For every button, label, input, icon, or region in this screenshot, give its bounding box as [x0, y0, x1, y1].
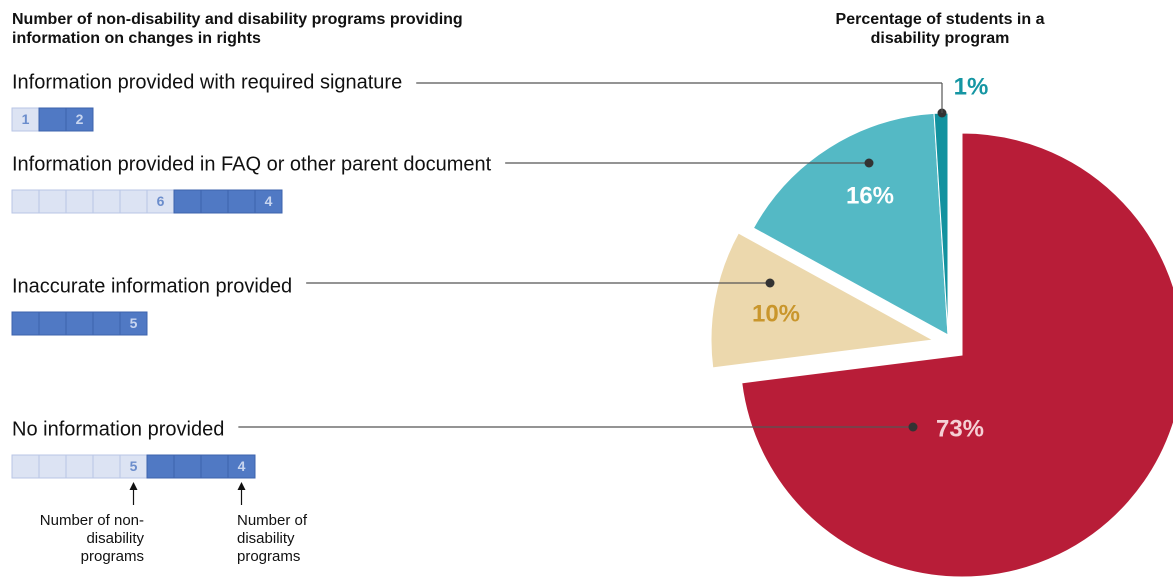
pie-slice [710, 232, 935, 369]
category-label: No information provided [12, 418, 224, 440]
unit-segment: 2 [38, 107, 94, 132]
data-label: 4 [265, 193, 273, 209]
unit-cell [65, 189, 94, 214]
category-label: Information provided in FAQ or other par… [12, 153, 492, 175]
legend-arrow-head [237, 482, 246, 490]
data-label: 4 [238, 458, 246, 474]
unit-cell [227, 454, 256, 479]
unit-cell [227, 189, 256, 214]
chart-title: Number of non-disability and disability … [12, 11, 463, 47]
data-label: 73% [936, 415, 984, 442]
unit-cell [11, 454, 40, 479]
unit-cell [119, 189, 148, 214]
unit-cell [38, 311, 67, 336]
unit-segment: 6 [11, 189, 175, 214]
data-label: 5 [130, 458, 138, 474]
unit-cell [92, 311, 121, 336]
category-label: Information provided with required signa… [12, 71, 402, 93]
unit-cell [38, 107, 67, 132]
unit-cell [38, 454, 67, 479]
data-label: 6 [157, 193, 165, 209]
leader-dot [765, 278, 775, 288]
unit-cell [65, 107, 94, 132]
data-label: 1% [954, 73, 989, 100]
chart-title: Percentage of students in a disability p… [835, 11, 1045, 47]
unit-segment: 5 [11, 311, 148, 336]
category-label: Inaccurate information provided [12, 275, 292, 297]
unit-cell [92, 189, 121, 214]
unit-segment: 4 [146, 454, 256, 479]
unit-cell [92, 454, 121, 479]
unit-cell [11, 189, 40, 214]
unit-segment: 5 [11, 454, 148, 479]
pie-slice [741, 132, 1173, 577]
data-label: 10% [752, 300, 800, 327]
data-label: 1 [22, 111, 30, 127]
unit-cell [200, 189, 229, 214]
pie-slice [752, 112, 949, 336]
unit-cell [254, 189, 283, 214]
unit-cell [200, 454, 229, 479]
unit-cell [119, 311, 148, 336]
data-label: 2 [76, 111, 84, 127]
data-label: 5 [130, 315, 138, 331]
unit-cell [173, 189, 202, 214]
leader-dot [864, 158, 874, 168]
unit-cell [146, 454, 175, 479]
unit-segment: 4 [173, 189, 283, 214]
leader-dot [908, 422, 918, 432]
unit-cell [38, 189, 67, 214]
legend-entry: Number of non-disability programs [39, 512, 144, 565]
unit-cell [65, 454, 94, 479]
legend-entry: Number of disability programs [237, 512, 308, 565]
unit-cell [11, 311, 40, 336]
unit-segment: 1 [11, 107, 40, 132]
legend-arrow-head [129, 482, 138, 490]
unit-cell [173, 454, 202, 479]
data-label: 16% [846, 182, 894, 209]
unit-cell [65, 311, 94, 336]
